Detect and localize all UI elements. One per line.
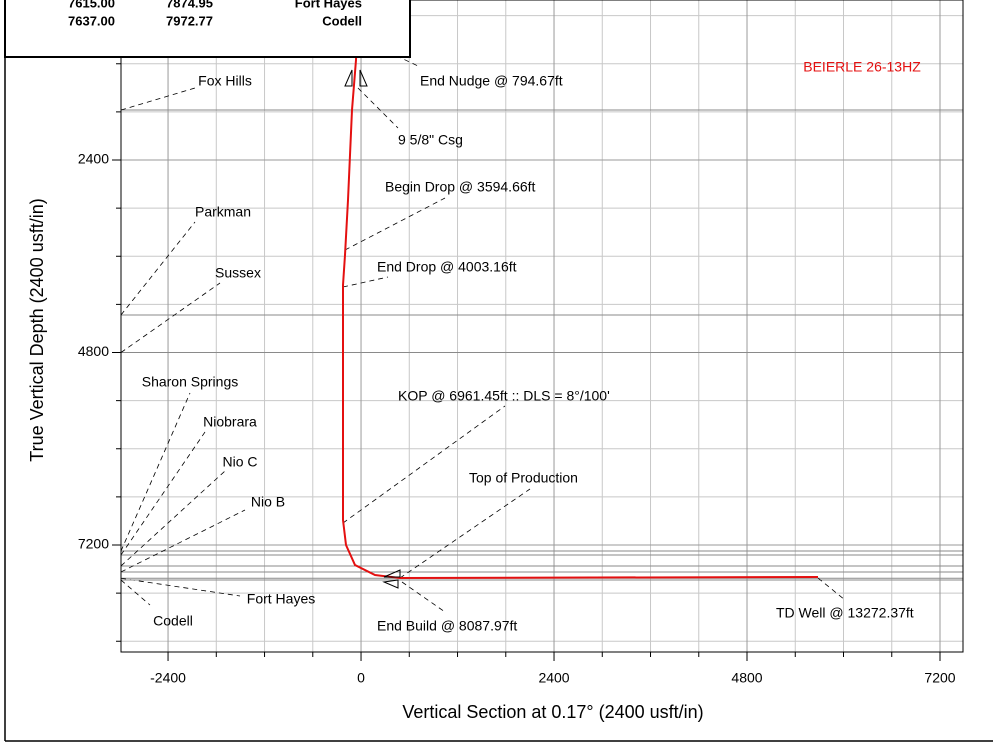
- leader-line: [342, 405, 506, 524]
- formation-label: Fort Hayes: [247, 591, 315, 607]
- formation-label: Codell: [153, 613, 193, 629]
- formation-label: Parkman: [195, 204, 251, 220]
- annotation: TD Well @ 13272.37ft: [776, 605, 914, 621]
- leader-line: [120, 577, 241, 597]
- formation-table: [4, 0, 411, 58]
- leader-line: [120, 579, 151, 606]
- table-cell: Fort Hayes: [295, 0, 362, 10]
- y-tick-label: 7200: [78, 536, 109, 552]
- legend-label: BEIERLE 26-13HZ: [803, 59, 921, 75]
- formation-label: Sussex: [215, 265, 261, 281]
- x-tick-label: 0: [357, 670, 365, 686]
- leader-line: [120, 392, 191, 552]
- leader-line: [342, 276, 389, 288]
- annotation: Begin Drop @ 3594.66ft: [385, 179, 536, 195]
- leader-line: [817, 577, 846, 601]
- y-axis-title: True Vertical Depth (2400 usft/in): [27, 198, 47, 461]
- annotations: End Nudge @ 794.67ft 9 5/8" Csg Begin Drop…: [342, 47, 914, 634]
- annotation: 9 5/8" Csg: [398, 132, 463, 148]
- table-cell: Codell: [322, 13, 362, 28]
- leader-line: [120, 282, 221, 353]
- annotation: End Build @ 8087.97ft: [377, 618, 517, 634]
- table-cell: 7637.00: [68, 13, 115, 28]
- x-tick-label: 4800: [731, 670, 762, 686]
- formations: Fox Hills Parkman Sussex Sharon Springs Niob…: [120, 73, 963, 629]
- plot-frame: [120, 0, 964, 653]
- table-cell: 7972.77: [166, 13, 213, 28]
- x-axis-title: Vertical Section at 0.17° (2400 usft/in): [402, 702, 703, 722]
- leader-line: [357, 87, 399, 129]
- casing-marker: [344, 69, 368, 87]
- leader-line: [120, 87, 196, 111]
- annotation: End Drop @ 4003.16ft: [377, 259, 517, 275]
- annotation: Top of Production: [469, 470, 578, 486]
- build-marker: [382, 569, 401, 589]
- annotation: KOP @ 6961.45ft :: DLS = 8°/100': [398, 388, 610, 404]
- leader-line: [344, 197, 446, 251]
- x-tick-label: 7200: [924, 670, 955, 686]
- formation-label: Nio C: [222, 454, 257, 470]
- formation-label: Nio B: [251, 494, 285, 510]
- formation-table-rows: 7615.00 7874.95 Fort Hayes 7637.00 7972.77 Co…: [68, 0, 362, 28]
- formation-label: Fox Hills: [198, 73, 252, 89]
- axes: -2400 0 2400 4800 7200 2400 4800 7200: [78, 15, 956, 686]
- table-cell: 7615.00: [68, 0, 115, 10]
- leader-line: [120, 221, 196, 316]
- formation-label: Sharon Springs: [142, 374, 239, 390]
- x-tick-label: 2400: [538, 670, 569, 686]
- well-path: [342, 0, 819, 580]
- leader-line: [120, 470, 226, 567]
- annotation: End Nudge @ 794.67ft: [420, 73, 563, 89]
- leader-line: [120, 431, 206, 556]
- formation-label: Niobrara: [203, 414, 257, 430]
- grid: [121, 0, 963, 652]
- well: BEIERLE 26-13HZ: [342, 0, 921, 580]
- y-tick-label: 4800: [78, 343, 109, 359]
- y-tick-label: 2400: [78, 151, 109, 167]
- table-cell: 7874.95: [166, 0, 213, 10]
- x-tick-label: -2400: [150, 670, 186, 686]
